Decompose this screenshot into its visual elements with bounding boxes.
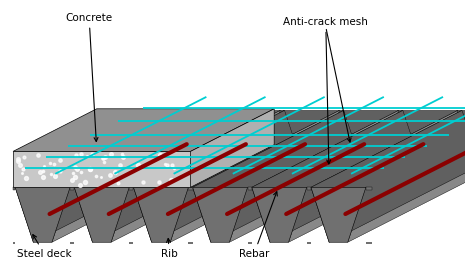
Polygon shape: [348, 110, 474, 242]
Polygon shape: [252, 110, 421, 242]
Polygon shape: [247, 110, 403, 187]
Polygon shape: [129, 110, 284, 187]
Polygon shape: [74, 110, 244, 242]
Polygon shape: [74, 110, 280, 187]
Polygon shape: [13, 151, 191, 187]
Polygon shape: [307, 242, 311, 244]
Text: Rebar: Rebar: [239, 192, 277, 259]
Polygon shape: [134, 110, 339, 187]
Polygon shape: [366, 187, 372, 190]
Polygon shape: [188, 110, 344, 187]
Text: Anti-crack mesh: Anti-crack mesh: [283, 17, 368, 164]
Polygon shape: [70, 110, 225, 187]
Polygon shape: [13, 109, 274, 151]
Polygon shape: [366, 110, 474, 187]
Polygon shape: [170, 110, 339, 242]
Polygon shape: [229, 110, 399, 242]
Polygon shape: [13, 110, 166, 187]
Polygon shape: [289, 110, 458, 242]
Polygon shape: [134, 110, 303, 242]
Polygon shape: [70, 242, 74, 244]
Polygon shape: [307, 110, 462, 187]
Polygon shape: [15, 110, 184, 242]
Text: Steel deck: Steel deck: [17, 235, 72, 259]
Polygon shape: [311, 110, 474, 242]
Polygon shape: [366, 242, 372, 244]
Polygon shape: [13, 187, 15, 190]
Polygon shape: [191, 109, 274, 187]
Polygon shape: [188, 187, 192, 190]
Polygon shape: [192, 110, 362, 242]
Polygon shape: [188, 242, 192, 244]
Polygon shape: [247, 187, 252, 190]
Polygon shape: [15, 110, 221, 187]
Polygon shape: [129, 242, 134, 244]
Polygon shape: [13, 242, 15, 244]
Polygon shape: [192, 187, 247, 242]
Polygon shape: [307, 187, 311, 190]
Polygon shape: [52, 110, 221, 242]
Polygon shape: [70, 187, 74, 190]
Polygon shape: [252, 187, 307, 242]
Polygon shape: [311, 110, 474, 187]
Polygon shape: [134, 187, 188, 242]
Polygon shape: [111, 110, 280, 242]
Text: Rib: Rib: [161, 239, 178, 259]
Polygon shape: [247, 242, 252, 244]
Polygon shape: [192, 110, 399, 187]
Polygon shape: [74, 187, 129, 242]
Polygon shape: [252, 110, 458, 187]
Text: Concrete: Concrete: [65, 13, 113, 141]
Polygon shape: [129, 187, 134, 190]
Polygon shape: [15, 187, 70, 242]
Polygon shape: [311, 187, 366, 242]
